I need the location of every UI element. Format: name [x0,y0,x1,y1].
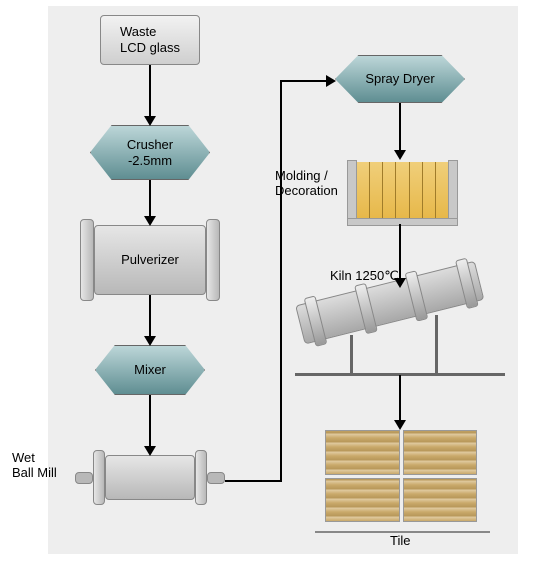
wet-ballmill-label: WetBall Mill [12,450,57,480]
mixer-label-wrap: Mixer [95,345,205,395]
arrow-6-line [399,224,401,280]
kiln-node [295,280,505,390]
arrow-4-h2 [280,80,328,82]
mold-frame-right [448,160,458,220]
waste-label: WasteLCD glass [120,24,180,55]
crusher-node: Crusher-2.5mm [90,125,210,180]
arrow-4-h1 [225,480,280,482]
mixer-node: Mixer [95,345,205,395]
spray-dryer-label-wrap: Spray Dryer [335,55,465,103]
waste-node: WasteLCD glass [100,15,200,65]
ballmill-shaft-left [75,472,93,484]
mold-bar-2 [383,162,396,218]
arrow-5-head [394,150,406,160]
ballmill-cap-right [195,450,207,505]
arrow-7-line [399,375,401,422]
arrow-2-head [144,336,156,346]
diagram-canvas: WasteLCD glass Crusher-2.5mm Pulverizer Mix… [0,0,538,563]
molding-decoration-label: Molding /Decoration [275,168,338,198]
kiln-label: Kiln 1250℃ [330,268,399,284]
ballmill-node [75,455,225,500]
arrow-2-line [149,295,151,338]
tile-label: Tile [390,533,410,548]
tile-node [325,430,480,525]
pulverizer-body: Pulverizer [94,225,206,295]
mold-bar-6 [436,162,448,218]
spray-dryer-label: Spray Dryer [365,71,434,87]
arrow-3-head [144,446,156,456]
arrow-4-head [326,75,336,87]
pulverizer-cap-left [80,219,94,301]
mold-bar-4 [410,162,423,218]
arrow-5-line [399,103,401,152]
crusher-label-wrap: Crusher-2.5mm [90,125,210,180]
crusher-label: Crusher-2.5mm [127,137,173,168]
arrow-4-v [280,80,282,482]
arrow-1-head [144,216,156,226]
mold-frame-left [347,160,357,220]
mold-bar-5 [423,162,436,218]
arrow-1-line [149,180,151,218]
pulverizer-node: Pulverizer [80,225,220,295]
tile-cell-0-1 [403,430,478,475]
mixer-label: Mixer [134,362,166,378]
arrow-7-head [394,420,406,430]
mold-bar-0 [357,162,370,218]
tile-cell-1-0 [325,478,400,523]
spray-dryer-node: Spray Dryer [335,55,465,103]
arrow-6-head [394,278,406,288]
ballmill-shaft-right [207,472,225,484]
kiln-support-2 [435,315,438,375]
ballmill-cap-left [93,450,105,505]
pulverizer-cap-right [206,219,220,301]
kiln-support-1 [350,335,353,375]
tile-cell-1-1 [403,478,478,523]
arrow-3-line [149,395,151,448]
mold-node [355,160,450,220]
mold-frame-bottom [347,218,458,226]
mold-bar-1 [370,162,383,218]
tile-cell-0-0 [325,430,400,475]
mold-inner [357,162,448,218]
arrow-0-head [144,116,156,126]
mold-bar-3 [396,162,409,218]
arrow-0-line [149,65,151,118]
pulverizer-label: Pulverizer [121,252,179,268]
ballmill-body [105,455,195,500]
